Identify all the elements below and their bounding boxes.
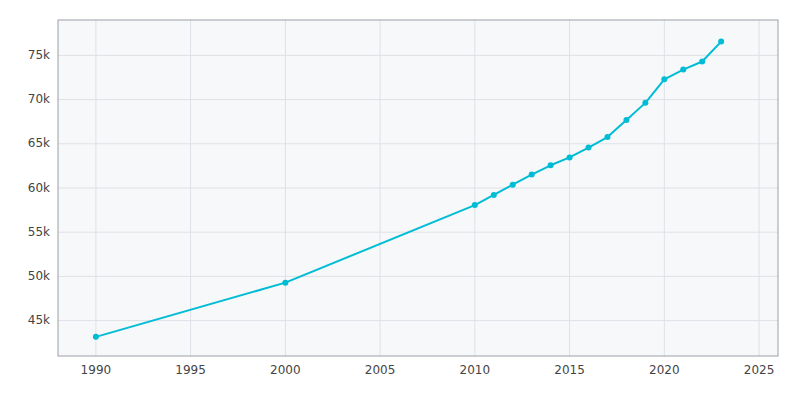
x-grid-line bbox=[95, 20, 96, 356]
point bbox=[491, 192, 497, 198]
x-tick-label: 2020 bbox=[649, 363, 680, 377]
y-tick-label: 55k bbox=[28, 225, 50, 239]
point bbox=[282, 280, 288, 286]
point bbox=[680, 67, 686, 73]
y-tick-label: 50k bbox=[28, 269, 50, 283]
x-grid-line bbox=[569, 20, 570, 356]
x-tick-label: 2025 bbox=[744, 363, 775, 377]
y-grid-line bbox=[58, 276, 778, 277]
x-grid-line bbox=[759, 20, 760, 356]
y-tick-label: 65k bbox=[28, 136, 50, 150]
point bbox=[699, 58, 705, 64]
chart-container: 45k 50k 55k 60k 65k 70k 75k 1990 1995 2000 2005 201… bbox=[0, 0, 800, 400]
x-tick-label: 2000 bbox=[270, 363, 301, 377]
x-grid-line bbox=[190, 20, 191, 356]
y-grid-line bbox=[58, 320, 778, 321]
point bbox=[604, 134, 610, 140]
chart-svg: 45k 50k 55k 60k 65k 70k 75k 1990 1995 2000 2005 201… bbox=[0, 0, 800, 400]
x-tick-label: 1990 bbox=[81, 363, 112, 377]
x-grid-line bbox=[664, 20, 665, 356]
point bbox=[529, 172, 535, 178]
x-grid-line bbox=[380, 20, 381, 356]
page: {"chart_data": {"type": "line", "x": [19… bbox=[0, 0, 800, 400]
plot-frame bbox=[58, 20, 778, 356]
series-group bbox=[93, 39, 724, 340]
point bbox=[642, 100, 648, 106]
y-tick-label: 75k bbox=[28, 48, 50, 62]
y-tick-label: 70k bbox=[28, 92, 50, 106]
x-tick-label: 1995 bbox=[175, 363, 206, 377]
y-grid-line bbox=[58, 55, 778, 56]
y-grid-line bbox=[58, 143, 778, 144]
grid bbox=[58, 20, 778, 356]
point bbox=[510, 182, 516, 188]
point bbox=[586, 145, 592, 151]
line bbox=[96, 42, 721, 337]
x-tick-label: 2015 bbox=[554, 363, 585, 377]
y-tick-label: 60k bbox=[28, 181, 50, 195]
point bbox=[93, 334, 99, 340]
y-grid-line bbox=[58, 99, 778, 100]
point bbox=[548, 162, 554, 168]
y-tick-label: 45k bbox=[28, 313, 50, 327]
x-tick-label: 2005 bbox=[365, 363, 396, 377]
x-tick-label: 2010 bbox=[460, 363, 491, 377]
axes: 45k 50k 55k 60k 65k 70k 75k 1990 1995 2000 2005 201… bbox=[28, 48, 775, 377]
plot-background bbox=[58, 20, 778, 356]
x-grid-line bbox=[285, 20, 286, 356]
x-grid-line bbox=[474, 20, 475, 356]
point bbox=[472, 202, 478, 208]
point bbox=[718, 39, 724, 45]
point bbox=[623, 117, 629, 123]
point bbox=[567, 154, 573, 160]
y-grid-line bbox=[58, 188, 778, 189]
point bbox=[661, 76, 667, 82]
y-grid-line bbox=[58, 232, 778, 233]
